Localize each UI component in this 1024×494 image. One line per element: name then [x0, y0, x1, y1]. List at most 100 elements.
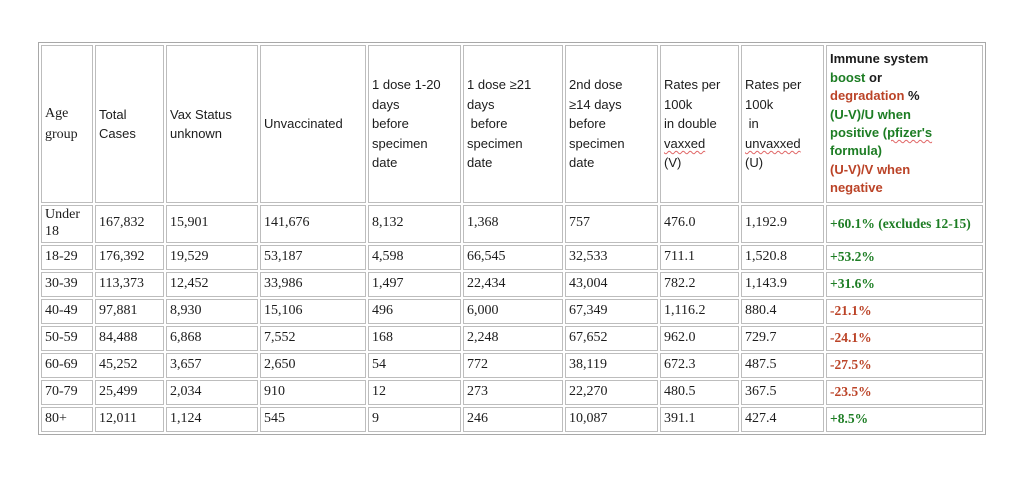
- cell-total-cases: 12,011: [95, 406, 164, 432]
- col-header-rates-unvaxxed: Rates per 100k in unvaxxed (U): [741, 45, 824, 203]
- cell-age-group: 60-69: [41, 352, 93, 378]
- cell-rate-vaxxed: 391.1: [660, 406, 739, 432]
- cell-1-dose-ge21: 246: [463, 406, 563, 432]
- cell-total-cases: 84,488: [95, 325, 164, 351]
- cell-total-cases: 25,499: [95, 379, 164, 405]
- cell-rate-unvaxxed: 880.4: [741, 298, 824, 324]
- cell-rate-unvaxxed: 1,520.8: [741, 244, 824, 270]
- cell-2nd-dose-ge14: 67,349: [565, 298, 658, 324]
- cell-rate-vaxxed: 1,116.2: [660, 298, 739, 324]
- cell-1-dose-1-20: 4,598: [368, 244, 461, 270]
- cell-1-dose-ge21: 273: [463, 379, 563, 405]
- cell-rate-unvaxxed: 1,143.9: [741, 271, 824, 297]
- table-row-70-79: 70-79 25,499 2,034 910 12 273 22,270 480…: [41, 379, 983, 405]
- cell-vax-unknown: 15,901: [166, 205, 258, 243]
- cell-rate-vaxxed: 480.5: [660, 379, 739, 405]
- cell-total-cases: 167,832: [95, 205, 164, 243]
- cell-rate-vaxxed: 962.0: [660, 325, 739, 351]
- cell-unvaccinated: 7,552: [260, 325, 366, 351]
- cell-1-dose-1-20: 496: [368, 298, 461, 324]
- cell-total-cases: 45,252: [95, 352, 164, 378]
- cell-total-cases: 176,392: [95, 244, 164, 270]
- cell-1-dose-1-20: 54: [368, 352, 461, 378]
- cell-1-dose-1-20: 12: [368, 379, 461, 405]
- cell-rate-vaxxed: 476.0: [660, 205, 739, 243]
- table-row-60-69: 60-69 45,252 3,657 2,650 54 772 38,119 6…: [41, 352, 983, 378]
- cell-vax-unknown: 12,452: [166, 271, 258, 297]
- cell-unvaccinated: 910: [260, 379, 366, 405]
- table-row-80-plus: 80+ 12,011 1,124 545 9 246 10,087 391.1 …: [41, 406, 983, 432]
- cell-1-dose-1-20: 1,497: [368, 271, 461, 297]
- cell-1-dose-1-20: 8,132: [368, 205, 461, 243]
- col-header-vax-status-unknown: Vax Status unknown: [166, 45, 258, 203]
- cell-2nd-dose-ge14: 32,533: [565, 244, 658, 270]
- table-row-50-59: 50-59 84,488 6,868 7,552 168 2,248 67,65…: [41, 325, 983, 351]
- cell-immune-change: +53.2%: [826, 244, 983, 270]
- table-row-30-39: 30-39 113,373 12,452 33,986 1,497 22,434…: [41, 271, 983, 297]
- cell-age-group: 30-39: [41, 271, 93, 297]
- cell-immune-change: -23.5%: [826, 379, 983, 405]
- cell-immune-change: -24.1%: [826, 325, 983, 351]
- cell-vax-unknown: 6,868: [166, 325, 258, 351]
- cell-vax-unknown: 8,930: [166, 298, 258, 324]
- cell-vax-unknown: 19,529: [166, 244, 258, 270]
- cell-unvaccinated: 545: [260, 406, 366, 432]
- cell-1-dose-ge21: 1,368: [463, 205, 563, 243]
- col-header-1-dose-1-20-days: 1 dose 1-20 days before specimen date: [368, 45, 461, 203]
- header-row: Age group Total Cases Vax Status unknown…: [41, 45, 983, 203]
- cell-2nd-dose-ge14: 38,119: [565, 352, 658, 378]
- cell-2nd-dose-ge14: 67,652: [565, 325, 658, 351]
- covid-vax-rates-table: Age group Total Cases Vax Status unknown…: [38, 42, 986, 435]
- col-header-age-group: Age group: [41, 45, 93, 203]
- cell-rate-unvaxxed: 487.5: [741, 352, 824, 378]
- cell-age-group: 70-79: [41, 379, 93, 405]
- col-header-1-dose-ge21-days: 1 dose ≥21 days before specimen date: [463, 45, 563, 203]
- cell-2nd-dose-ge14: 10,087: [565, 406, 658, 432]
- cell-rate-vaxxed: 782.2: [660, 271, 739, 297]
- col-header-rates-double-vaxxed: Rates per 100k in double vaxxed (V): [660, 45, 739, 203]
- cell-age-group: 50-59: [41, 325, 93, 351]
- cell-age-group: 80+: [41, 406, 93, 432]
- cell-unvaccinated: 15,106: [260, 298, 366, 324]
- cell-age-group: Under 18: [41, 205, 93, 243]
- cell-immune-change: +31.6%: [826, 271, 983, 297]
- cell-rate-vaxxed: 672.3: [660, 352, 739, 378]
- table-body: Under 18 167,832 15,901 141,676 8,132 1,…: [41, 205, 983, 432]
- cell-unvaccinated: 33,986: [260, 271, 366, 297]
- cell-unvaccinated: 141,676: [260, 205, 366, 243]
- cell-immune-change: +60.1% (excludes 12-15): [826, 205, 983, 243]
- cell-total-cases: 97,881: [95, 298, 164, 324]
- cell-1-dose-ge21: 6,000: [463, 298, 563, 324]
- cell-immune-change: +8.5%: [826, 406, 983, 432]
- cell-immune-change: -27.5%: [826, 352, 983, 378]
- table-row-18-29: 18-29 176,392 19,529 53,187 4,598 66,545…: [41, 244, 983, 270]
- col-header-total-cases: Total Cases: [95, 45, 164, 203]
- cell-2nd-dose-ge14: 22,270: [565, 379, 658, 405]
- cell-vax-unknown: 2,034: [166, 379, 258, 405]
- table-row-40-49: 40-49 97,881 8,930 15,106 496 6,000 67,3…: [41, 298, 983, 324]
- table-header: Age group Total Cases Vax Status unknown…: [41, 45, 983, 203]
- cell-vax-unknown: 1,124: [166, 406, 258, 432]
- cell-1-dose-ge21: 22,434: [463, 271, 563, 297]
- col-header-unvaccinated: Unvaccinated: [260, 45, 366, 203]
- cell-age-group: 18-29: [41, 244, 93, 270]
- cell-2nd-dose-ge14: 757: [565, 205, 658, 243]
- cell-rate-unvaxxed: 427.4: [741, 406, 824, 432]
- cell-immune-change: -21.1%: [826, 298, 983, 324]
- col-header-immune-boost-degradation: Immune system boost or degradation % (U-…: [826, 45, 983, 203]
- cell-rate-unvaxxed: 367.5: [741, 379, 824, 405]
- cell-unvaccinated: 53,187: [260, 244, 366, 270]
- cell-unvaccinated: 2,650: [260, 352, 366, 378]
- cell-vax-unknown: 3,657: [166, 352, 258, 378]
- cell-age-group: 40-49: [41, 298, 93, 324]
- cell-rate-unvaxxed: 729.7: [741, 325, 824, 351]
- cell-1-dose-ge21: 2,248: [463, 325, 563, 351]
- cell-rate-unvaxxed: 1,192.9: [741, 205, 824, 243]
- cell-1-dose-1-20: 9: [368, 406, 461, 432]
- cell-rate-vaxxed: 711.1: [660, 244, 739, 270]
- cell-1-dose-ge21: 772: [463, 352, 563, 378]
- cell-1-dose-1-20: 168: [368, 325, 461, 351]
- col-header-2nd-dose-ge14-days: 2nd dose ≥14 days before specimen date: [565, 45, 658, 203]
- cell-total-cases: 113,373: [95, 271, 164, 297]
